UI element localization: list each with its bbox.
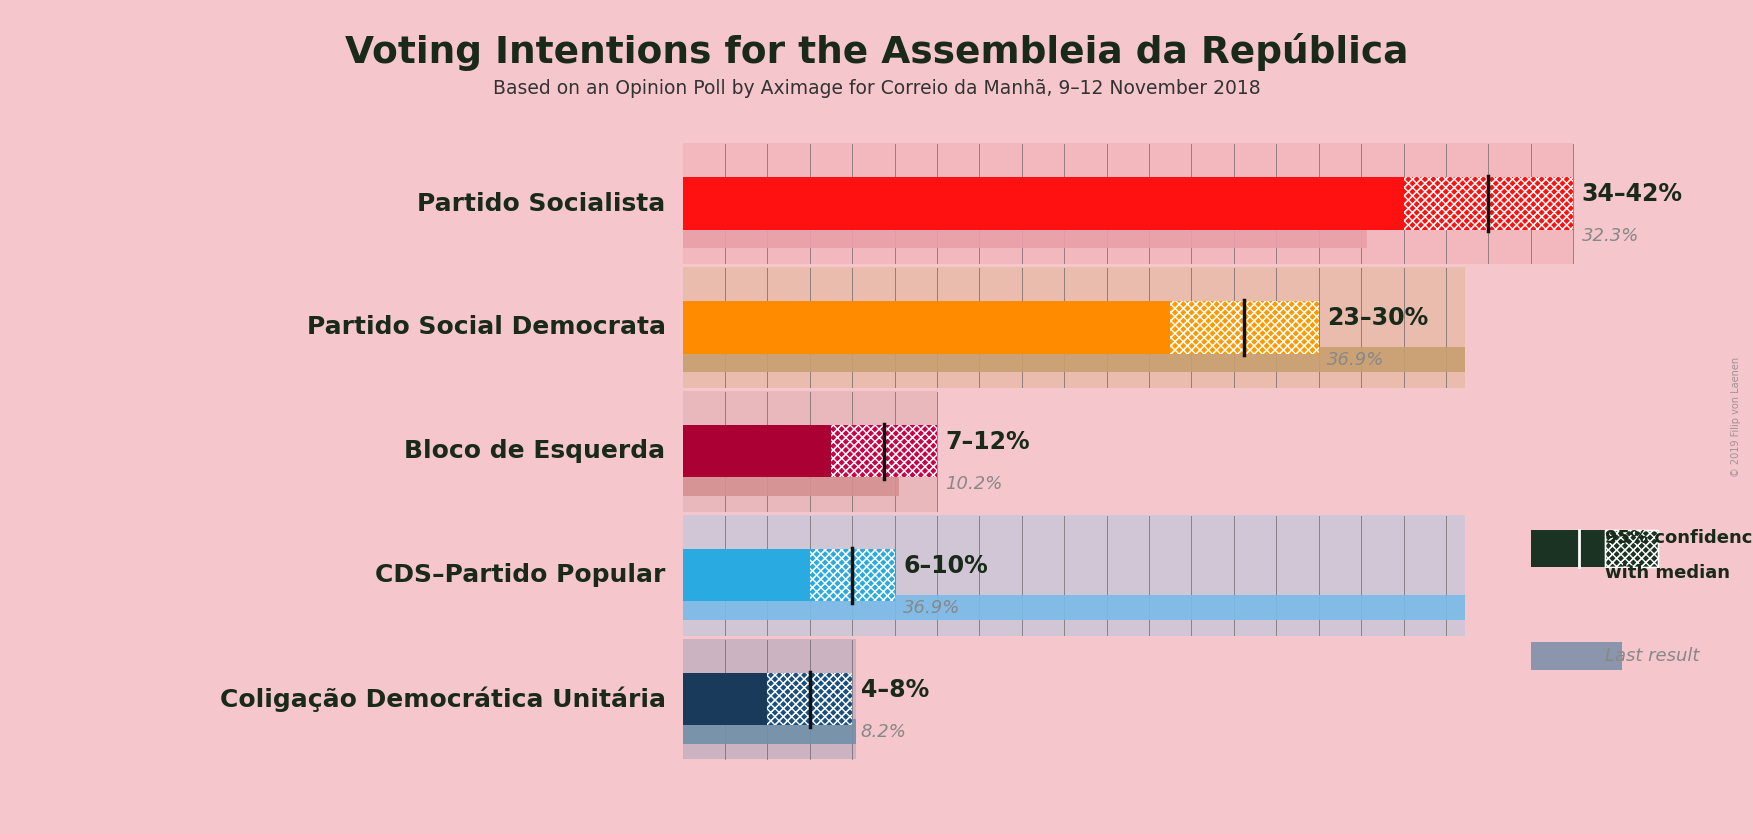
Bar: [682, 224, 1367, 249]
Bar: [1171, 301, 1318, 354]
Bar: [768, 673, 852, 726]
Text: Voting Intentions for the Assembleia da República: Voting Intentions for the Assembleia da …: [345, 33, 1408, 72]
Bar: [682, 639, 857, 760]
Bar: [682, 347, 1466, 372]
Text: 6–10%: 6–10%: [903, 554, 989, 578]
Bar: [1606, 530, 1658, 567]
Bar: [1606, 530, 1658, 567]
Bar: [682, 673, 768, 726]
Bar: [810, 550, 894, 601]
Text: Last result: Last result: [1606, 647, 1699, 665]
Text: Partido Social Democrata: Partido Social Democrata: [307, 315, 666, 339]
Bar: [682, 515, 1466, 636]
Bar: [682, 143, 1572, 264]
Text: 34–42%: 34–42%: [1581, 182, 1683, 206]
Text: 32.3%: 32.3%: [1581, 227, 1639, 245]
Bar: [1530, 642, 1622, 670]
Bar: [682, 719, 857, 744]
Bar: [1171, 301, 1318, 354]
Bar: [1171, 301, 1318, 354]
Bar: [682, 391, 938, 511]
Bar: [682, 268, 1466, 388]
Bar: [1404, 178, 1572, 229]
Bar: [1404, 178, 1572, 229]
Text: 7–12%: 7–12%: [945, 430, 1031, 454]
Bar: [810, 550, 894, 601]
Bar: [682, 178, 1404, 229]
Bar: [682, 301, 1171, 354]
Bar: [831, 425, 938, 477]
Text: with median: with median: [1606, 564, 1730, 582]
Text: 36.9%: 36.9%: [1327, 351, 1385, 369]
Bar: [768, 673, 852, 726]
Bar: [1404, 178, 1572, 229]
Text: 36.9%: 36.9%: [903, 599, 961, 616]
Bar: [682, 595, 1466, 620]
Text: © 2019 Filip von Laenen: © 2019 Filip von Laenen: [1730, 357, 1741, 477]
Text: CDS–Partido Popular: CDS–Partido Popular: [375, 564, 666, 587]
Text: 4–8%: 4–8%: [861, 678, 929, 702]
Bar: [810, 550, 894, 601]
Bar: [831, 425, 938, 477]
Text: 10.2%: 10.2%: [945, 475, 1003, 493]
Text: Partido Socialista: Partido Socialista: [417, 192, 666, 215]
Text: 8.2%: 8.2%: [861, 722, 906, 741]
Bar: [682, 550, 810, 601]
Bar: [768, 673, 852, 726]
Bar: [831, 425, 938, 477]
Text: Bloco de Esquerda: Bloco de Esquerda: [405, 440, 666, 464]
Bar: [682, 425, 831, 477]
Text: 95% confidence interval: 95% confidence interval: [1606, 530, 1753, 547]
Bar: [1530, 530, 1606, 567]
Text: Coligação Democrática Unitária: Coligação Democrática Unitária: [219, 686, 666, 712]
Bar: [1606, 530, 1658, 567]
Text: Based on an Opinion Poll by Aximage for Correio da Manhã, 9–12 November 2018: Based on an Opinion Poll by Aximage for …: [493, 79, 1260, 98]
Text: 23–30%: 23–30%: [1327, 306, 1429, 330]
Bar: [682, 471, 899, 496]
